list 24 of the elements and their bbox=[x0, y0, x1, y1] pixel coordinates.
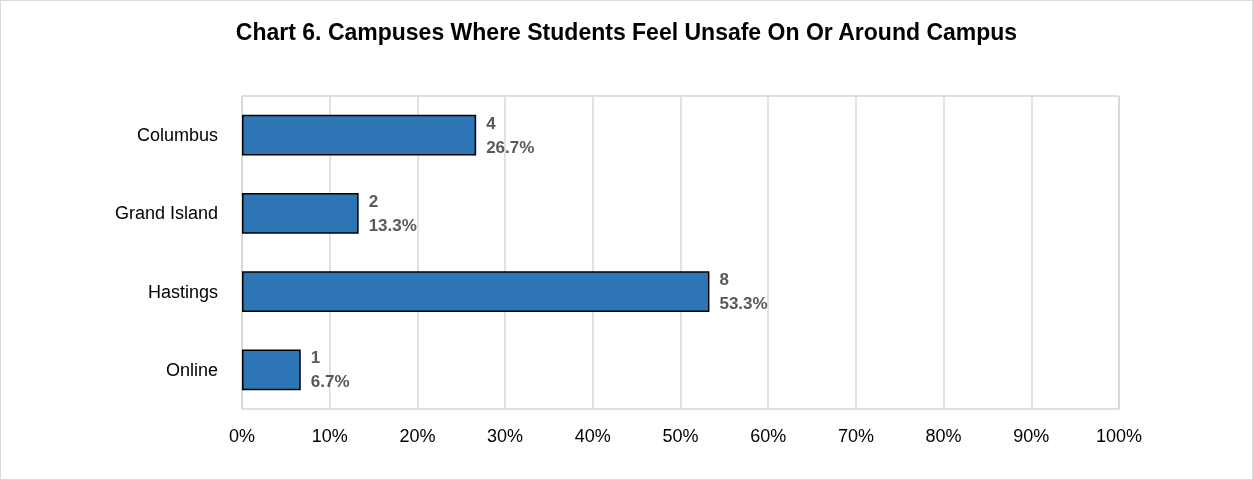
y-tick-label: Grand Island bbox=[114, 203, 218, 224]
x-tick-label: 10% bbox=[311, 426, 348, 446]
data-label: 2 13.3% bbox=[368, 191, 417, 235]
x-tick-label: 40% bbox=[574, 426, 611, 446]
chart-title: Chart 6. Campuses Where Students Feel Unsafe On Or Around Campus bbox=[235, 18, 1018, 45]
y-tick-label: Hastings bbox=[147, 281, 218, 302]
x-tick-label: 90% bbox=[1013, 426, 1050, 446]
x-tick-label: 50% bbox=[662, 426, 699, 446]
x-tick-label: 70% bbox=[837, 426, 874, 446]
x-tick-label: 80% bbox=[925, 426, 962, 446]
bar bbox=[242, 114, 477, 156]
data-label: 1 6.7% bbox=[310, 348, 350, 392]
x-tick-label: 20% bbox=[399, 426, 436, 446]
bar bbox=[242, 349, 301, 391]
x-tick-label: 30% bbox=[487, 426, 524, 446]
data-label: 8 53.3% bbox=[719, 270, 768, 314]
bar bbox=[242, 271, 710, 312]
x-tick-label: 0% bbox=[228, 426, 256, 446]
data-label: 4 26.7% bbox=[486, 113, 535, 157]
y-tick-label: Online bbox=[165, 359, 218, 380]
bar bbox=[242, 193, 359, 234]
x-tick-label: 60% bbox=[750, 426, 787, 446]
x-tick-label: 100% bbox=[1095, 426, 1143, 446]
y-tick-label: Columbus bbox=[136, 125, 218, 146]
